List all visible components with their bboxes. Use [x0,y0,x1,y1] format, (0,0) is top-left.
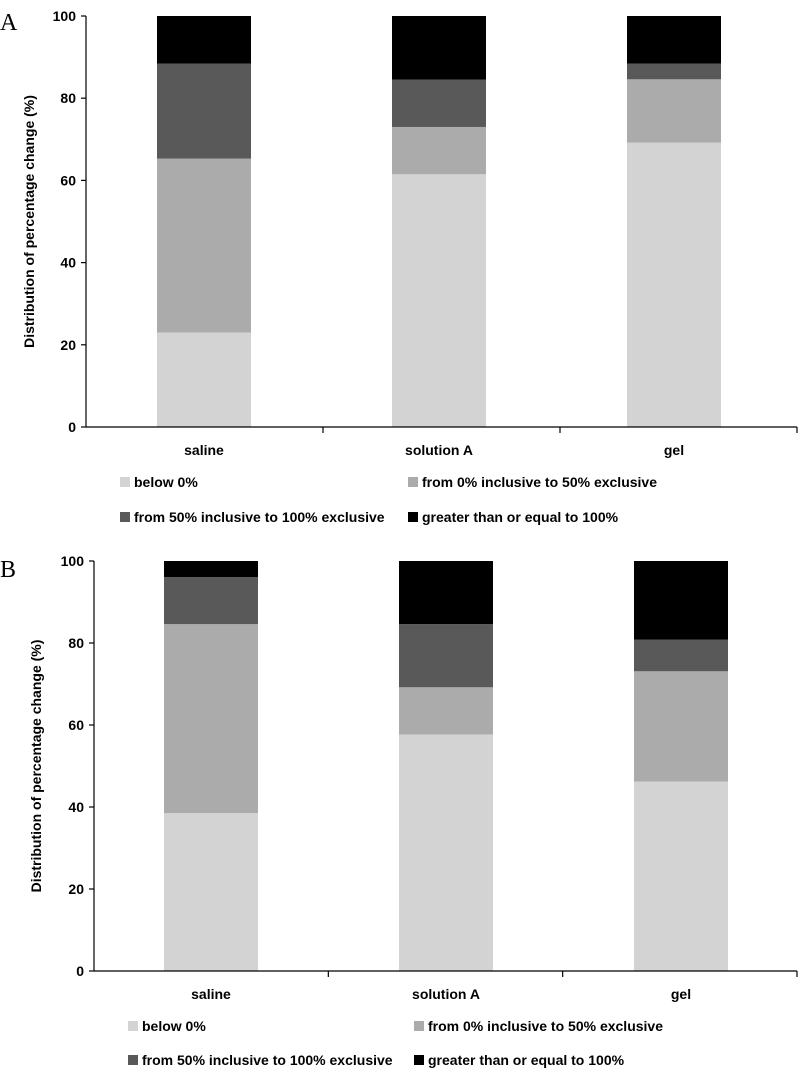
y-tick-label: 20 [60,337,76,353]
y-tick-label: 60 [60,172,76,188]
legend-swatch [128,1021,138,1031]
bar-segment-solution-A-series-4 [399,561,493,625]
panel-letter: A [0,10,18,36]
bar-segment-solution-A-series-3 [392,79,486,127]
bar-segment-gel-series-1 [627,142,721,427]
legend-label: below 0% [142,1018,206,1034]
y-tick-label: 100 [61,553,85,569]
legend-swatch [414,1055,424,1065]
chart-panel-B: B 0 20 40 60 80 100 saline solution A gel Distribu… [0,553,798,1068]
bar-segment-solution-A-series-4 [392,16,486,80]
bar-segment-solution-A-series-2 [399,687,493,735]
y-tick-label: 20 [68,881,84,897]
bar-segment-saline-series-4 [164,561,258,577]
panel-letter: B [0,557,16,583]
x-tick-label: saline [184,442,224,458]
legend-label: below 0% [134,474,198,490]
bar-segment-saline-series-3 [157,63,251,159]
bar-segment-gel-series-3 [627,63,721,80]
y-axis-label: Distribution of percentage change (%) [21,95,37,348]
legend-label: from 0% inclusive to 50% exclusive [422,474,657,490]
y-tick-label: 40 [60,255,76,271]
legend-label: from 50% inclusive to 100% exclusive [134,509,385,525]
legend-swatch [414,1021,424,1031]
y-tick-label: 80 [60,90,76,106]
y-axis-label: Distribution of percentage change (%) [28,640,44,893]
bar-segment-gel-series-3 [634,639,728,672]
x-tick-label: solution A [405,442,473,458]
x-tick-label: solution A [412,986,480,1002]
legend-swatch [408,512,418,522]
bar-segment-gel-series-2 [634,671,728,782]
bar-segment-saline-series-4 [157,16,251,64]
y-tick-label: 100 [53,8,77,24]
bar-segment-gel-series-2 [627,79,721,143]
legend-label: from 50% inclusive to 100% exclusive [142,1052,393,1068]
bar-segment-solution-A-series-1 [399,734,493,971]
legend-label: greater than or equal to 100% [428,1052,625,1068]
legend-swatch [408,477,418,487]
bar-segment-gel-series-4 [627,16,721,64]
x-tick-label: gel [671,986,691,1002]
x-tick-label: saline [191,986,231,1002]
bar-segment-solution-A-series-1 [392,174,486,427]
x-tick-label: gel [664,442,684,458]
bar-segment-gel-series-1 [634,781,728,971]
legend-label: from 0% inclusive to 50% exclusive [428,1018,663,1034]
legend-swatch [128,1055,138,1065]
legend-swatch [120,512,130,522]
y-tick-label: 60 [68,717,84,733]
y-tick-label: 0 [76,963,84,979]
y-tick-label: 40 [68,799,84,815]
chart-panel-A: A 0 20 40 60 80 100 saline solution A gel Distribu… [0,8,798,525]
y-tick-label: 80 [68,635,84,651]
bar-segment-saline-series-2 [164,624,258,814]
bar-segment-saline-series-2 [157,158,251,333]
legend-label: greater than or equal to 100% [422,509,619,525]
legend-swatch [120,477,130,487]
bar-segment-saline-series-1 [157,332,251,427]
bar-segment-saline-series-3 [164,576,258,625]
bar-segment-solution-A-series-2 [392,126,486,175]
bar-segment-solution-A-series-3 [399,624,493,688]
bar-segment-gel-series-4 [634,561,728,640]
y-tick-label: 0 [68,419,76,435]
bar-segment-saline-series-1 [164,813,258,971]
